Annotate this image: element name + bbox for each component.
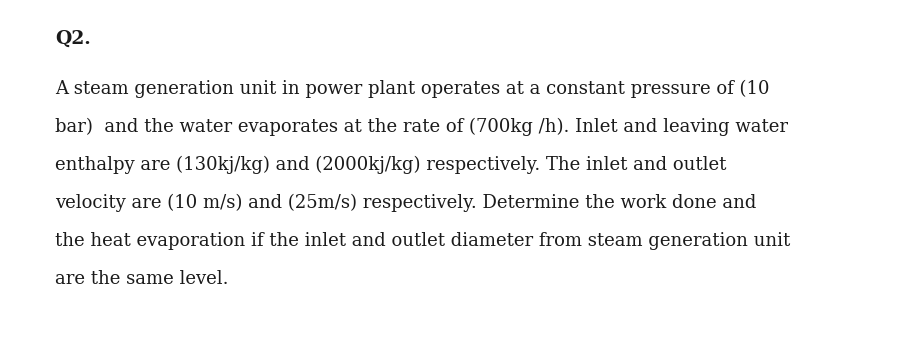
Text: A steam generation unit in power plant operates at a constant pressure of (10: A steam generation unit in power plant o… <box>55 80 770 98</box>
Text: Q2.: Q2. <box>55 30 90 48</box>
Text: bar)  and the water evaporates at the rate of (700kg /h). Inlet and leaving wate: bar) and the water evaporates at the rat… <box>55 118 788 136</box>
Text: velocity are (10 m/s) and (25m/s) respectively. Determine the work done and: velocity are (10 m/s) and (25m/s) respec… <box>55 194 756 212</box>
Text: the heat evaporation if the inlet and outlet diameter from steam generation unit: the heat evaporation if the inlet and ou… <box>55 232 790 250</box>
Text: enthalpy are (130kj/kg) and (2000kj/kg) respectively. The inlet and outlet: enthalpy are (130kj/kg) and (2000kj/kg) … <box>55 156 726 174</box>
Text: are the same level.: are the same level. <box>55 270 229 288</box>
